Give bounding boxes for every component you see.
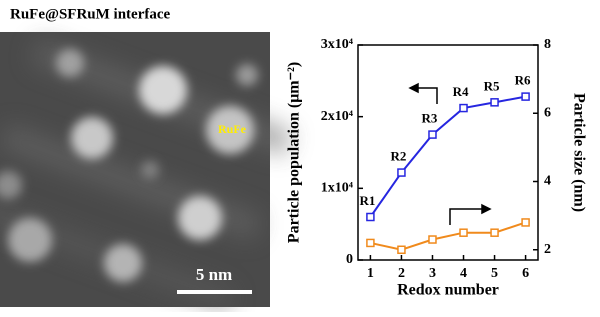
- x-tick-label: 4: [460, 266, 467, 281]
- y-tick-label: 0: [346, 252, 353, 267]
- point-label: R2: [391, 149, 407, 164]
- y-tick-label: 1x10⁴: [321, 181, 354, 196]
- point-label: R4: [453, 84, 469, 99]
- series-line: [370, 221, 526, 251]
- point-label: R3: [422, 111, 438, 126]
- scale-bar-label: 5 nm: [196, 265, 232, 284]
- y2-tick-label: 8: [544, 37, 551, 52]
- marker: [366, 212, 375, 222]
- y-tick-label: 2x10⁴: [321, 109, 354, 124]
- marker: [490, 228, 499, 237]
- point-label: R1: [359, 193, 375, 208]
- marker: [428, 235, 437, 244]
- micrograph: [0, 32, 293, 311]
- y-tick-label: 3x10⁴: [321, 37, 354, 52]
- direction-arrows: [408, 82, 492, 225]
- marker: [459, 103, 468, 113]
- point-label: R5: [484, 78, 500, 93]
- y2-tick-label: 2: [544, 242, 551, 257]
- y2-tick-label: 6: [544, 105, 551, 120]
- series-line: [369, 95, 526, 218]
- x-axis-label: Redox number: [397, 282, 499, 299]
- y-axis-label: Particle population (μm⁻²): [286, 62, 303, 243]
- marker: [490, 98, 499, 107]
- particle-label: RuFe: [218, 122, 247, 136]
- x-tick-label: 1: [367, 266, 374, 281]
- x-tick-label: 3: [429, 266, 436, 281]
- marker: [428, 130, 437, 139]
- image-title: RuFe@SFRuM interface: [10, 6, 171, 22]
- y2-axis-label: Particle size (nm): [570, 93, 587, 212]
- x-tick-label: 6: [522, 266, 529, 281]
- point-label: R6: [515, 73, 531, 88]
- y2-tick-label: 4: [544, 174, 551, 189]
- marker: [521, 218, 530, 227]
- marker: [459, 228, 468, 237]
- marker: [397, 245, 406, 255]
- plot-frame: [357, 44, 539, 261]
- marker: [521, 92, 530, 101]
- marker: [397, 168, 406, 177]
- x-tick-label: 2: [398, 266, 405, 281]
- marker: [366, 238, 375, 248]
- x-tick-label: 5: [491, 266, 498, 281]
